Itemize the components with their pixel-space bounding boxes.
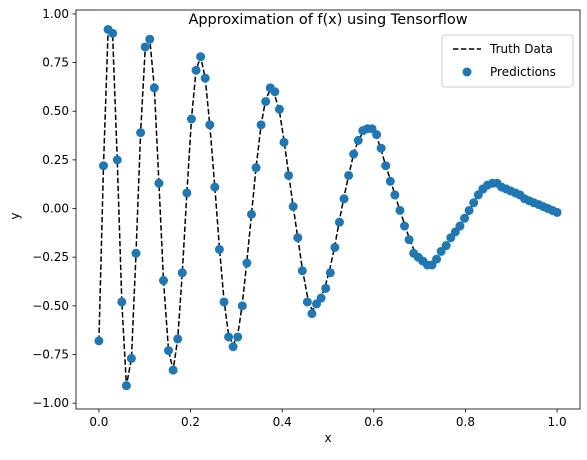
prediction-point xyxy=(251,163,261,173)
y-tick-label: 0.25 xyxy=(42,153,69,167)
prediction-point xyxy=(177,268,187,278)
prediction-point xyxy=(237,301,247,311)
prediction-point xyxy=(191,65,201,75)
prediction-point xyxy=(325,268,335,278)
prediction-point xyxy=(159,276,169,286)
prediction-point xyxy=(145,34,155,44)
prediction-point xyxy=(372,130,382,140)
x-tick-label: 0.4 xyxy=(273,415,292,429)
prediction-point xyxy=(381,161,391,171)
x-tick-label: 0.0 xyxy=(89,415,108,429)
prediction-point xyxy=(140,42,150,52)
y-tick-label: 1.00 xyxy=(42,7,69,21)
series-layer xyxy=(94,24,562,391)
legend-box xyxy=(441,34,574,88)
prediction-point xyxy=(98,161,108,171)
legend-dot-marker xyxy=(462,67,472,77)
prediction-point xyxy=(164,346,174,356)
prediction-point xyxy=(242,258,252,268)
prediction-point xyxy=(339,194,349,204)
legend-label-predictions: Predictions xyxy=(490,65,556,79)
prediction-point xyxy=(214,244,224,254)
prediction-point xyxy=(349,149,359,159)
prediction-point xyxy=(464,205,474,215)
legend-label-truth: Truth Data xyxy=(489,42,553,56)
x-tick-label: 1.0 xyxy=(548,415,567,429)
prediction-point xyxy=(108,28,118,38)
plot-frame xyxy=(75,9,581,410)
prediction-point xyxy=(224,332,234,342)
prediction-point xyxy=(173,334,183,344)
prediction-point xyxy=(321,283,331,293)
prediction-point xyxy=(94,336,104,346)
prediction-point xyxy=(307,309,317,319)
prediction-point xyxy=(353,135,363,145)
prediction-point xyxy=(117,297,127,307)
prediction-point xyxy=(552,207,562,217)
prediction-point xyxy=(455,221,465,231)
x-axis-ticks: 0.0 0.2 0.4 0.6 0.8 1.0 xyxy=(89,409,567,429)
prediction-point xyxy=(246,209,256,219)
prediction-point xyxy=(460,213,470,223)
prediction-point xyxy=(376,143,386,153)
prediction-point xyxy=(297,266,307,276)
prediction-point xyxy=(390,190,400,200)
prediction-point xyxy=(126,353,136,363)
prediction-point xyxy=(210,182,220,192)
prediction-point xyxy=(469,198,479,208)
x-axis-label: x xyxy=(324,431,331,445)
prediction-point xyxy=(256,120,266,130)
prediction-point xyxy=(279,137,289,147)
prediction-point xyxy=(131,248,141,258)
x-tick-label: 0.6 xyxy=(364,415,383,429)
prediction-point xyxy=(274,104,284,114)
y-tick-label: 0.00 xyxy=(42,202,69,216)
prediction-point xyxy=(284,170,294,180)
prediction-point xyxy=(432,254,442,264)
y-tick-label: −1.00 xyxy=(32,396,69,410)
prediction-point xyxy=(330,242,340,252)
prediction-point xyxy=(168,365,178,375)
prediction-point xyxy=(186,114,196,124)
chart-title: Approximation of f(x) using Tensorflow xyxy=(188,12,467,28)
prediction-point xyxy=(121,381,131,391)
prediction-point xyxy=(316,293,326,303)
x-tick-label: 0.2 xyxy=(181,415,200,429)
prediction-point xyxy=(200,73,210,83)
prediction-point xyxy=(441,241,451,251)
prediction-point xyxy=(395,205,405,215)
y-tick-label: 0.75 xyxy=(42,56,69,70)
prediction-point xyxy=(233,332,243,342)
prediction-point xyxy=(228,342,238,352)
prediction-point xyxy=(270,87,280,97)
prediction-point xyxy=(154,178,164,188)
prediction-point xyxy=(404,235,414,245)
prediction-point xyxy=(288,202,298,212)
x-tick-label: 0.8 xyxy=(456,415,475,429)
prediction-point xyxy=(182,188,192,198)
legend: Truth Data Predictions xyxy=(441,34,574,88)
y-tick-label: −0.50 xyxy=(32,299,69,313)
y-tick-label: −0.75 xyxy=(32,348,69,362)
y-tick-label: 0.50 xyxy=(42,104,69,118)
prediction-point xyxy=(196,52,206,62)
prediction-point xyxy=(112,155,122,165)
prediction-point xyxy=(293,233,303,243)
prediction-point xyxy=(261,96,271,106)
y-tick-label: −0.25 xyxy=(32,250,69,264)
prediction-point xyxy=(385,176,395,186)
prediction-point xyxy=(400,221,410,231)
prediction-point xyxy=(149,83,159,93)
prediction-point xyxy=(436,246,446,256)
prediction-point xyxy=(219,297,229,307)
prediction-point xyxy=(136,128,146,138)
prediction-point xyxy=(205,120,215,130)
y-axis-ticks: 1.00 0.75 0.50 0.25 0.00 −0.25 −0.50 −0.75 −1.00 xyxy=(32,7,76,410)
y-axis-label: y xyxy=(8,212,22,219)
prediction-point xyxy=(334,217,344,227)
prediction-point xyxy=(302,297,312,307)
prediction-point xyxy=(344,170,354,180)
